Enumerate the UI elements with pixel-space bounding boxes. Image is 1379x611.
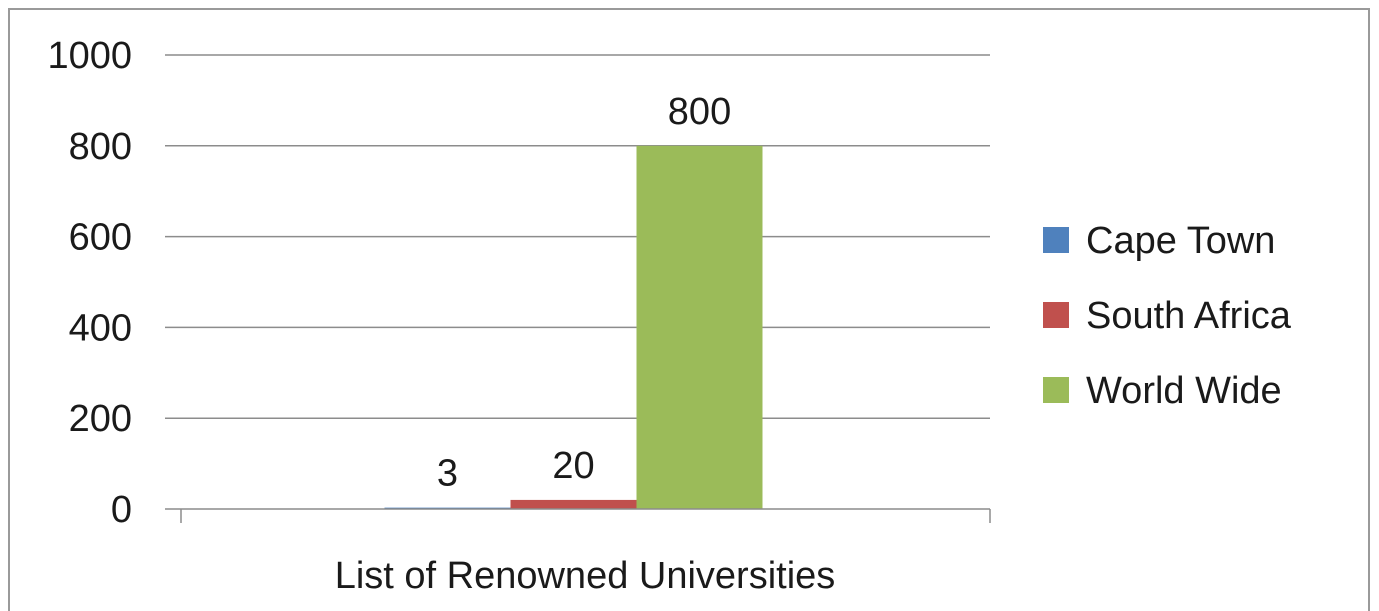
legend-label: World Wide (1086, 370, 1282, 412)
data-label: 3 (437, 453, 458, 495)
y-axis-tick-labels: 0 200 400 600 800 1000 (47, 35, 132, 531)
data-label: 800 (668, 91, 731, 133)
data-labels: 3 20 800 (437, 91, 731, 495)
bar-world-wide (636, 145, 763, 510)
legend: Cape Town South Africa World Wide (1043, 220, 1292, 412)
y-tick-label: 0 (111, 489, 132, 531)
y-tick-label: 600 (69, 217, 132, 259)
y-tick-label: 400 (69, 307, 132, 349)
x-category-label: List of Renowned Universities (335, 555, 836, 597)
legend-label: Cape Town (1086, 220, 1275, 262)
bars (384, 145, 763, 510)
legend-swatch (1043, 302, 1069, 328)
y-tick-label: 800 (69, 126, 132, 168)
gridlines (165, 54, 990, 419)
x-axis: List of Renowned Universities (165, 508, 991, 597)
legend-swatch (1043, 377, 1069, 403)
data-label: 20 (552, 445, 594, 487)
y-tick-label: 1000 (47, 35, 132, 77)
legend-label: South Africa (1086, 295, 1292, 337)
y-tick-label: 200 (69, 398, 132, 440)
legend-swatch (1043, 227, 1069, 253)
bar-south-africa (510, 499, 637, 509)
